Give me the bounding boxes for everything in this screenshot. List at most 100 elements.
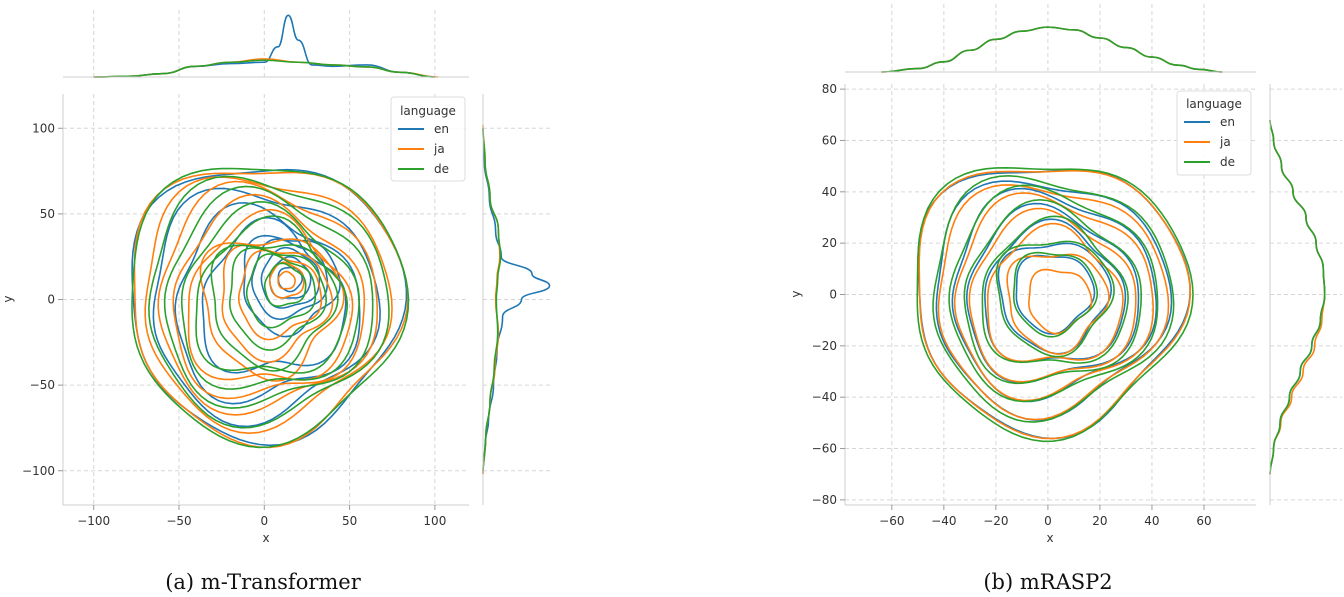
chart-a-contour-ja: [144, 176, 393, 435]
chart-a-legend-label-ja: ja: [433, 142, 445, 156]
chart-b-x-marginal-en: [881, 26, 1223, 73]
chart-b-contour-ja: [953, 192, 1155, 402]
chart-b-contour-en: [997, 242, 1113, 355]
chart-b-y-tick-label: −40: [812, 390, 837, 404]
chart-b-contour-de: [932, 174, 1175, 423]
chart-a-contour-de: [228, 247, 328, 351]
chart-b-contour-de: [916, 166, 1194, 443]
chart-b-legend-box: [1176, 90, 1252, 176]
chart-b-y-tick-label: −60: [812, 442, 837, 456]
chart-a-caption: (a) m-Transformer: [165, 570, 362, 594]
chart-a-x-tick-label: 0: [260, 514, 268, 528]
chart-a-contour-ja: [268, 261, 305, 299]
chart-b-y-tick-label: 40: [822, 185, 837, 199]
chart-a-contour-ja: [277, 270, 296, 290]
chart-b-x-marginal-ja: [881, 26, 1223, 73]
chart-a-contour-ja: [238, 249, 323, 341]
chart-b-x-tick-label: 0: [1044, 514, 1052, 528]
chart-b-y-marginal-en: [1269, 119, 1326, 475]
chart-b-contours: [916, 166, 1194, 443]
chart-a-y-marginal-en: [482, 128, 551, 475]
chart-a: −100 −50 0 50 100 −100 −50 0 50 100 x y language…: [1, 10, 553, 594]
chart-b-top-marginal-grid: [891, 4, 1205, 72]
chart-b-contour-de: [995, 240, 1115, 358]
chart-b-legend-label-en: en: [1220, 115, 1235, 129]
chart-b-x-ticks: −60 −40 −20 0 20 40 60: [879, 505, 1212, 528]
chart-a-legend-title: language: [400, 104, 456, 118]
chart-a-right-marginal-grid: [483, 127, 553, 472]
chart-a-y-tick-label: 50: [40, 207, 55, 221]
chart-b-contour-ja: [1028, 268, 1093, 335]
chart-b-contour-en: [917, 169, 1191, 440]
chart-a-x-tick-label: 100: [423, 514, 446, 528]
chart-a-contour-en: [152, 187, 381, 428]
chart-a-y-tick-label: −50: [30, 378, 55, 392]
chart-b-x-tick-label: 40: [1144, 514, 1159, 528]
chart-b-contour-en: [965, 202, 1140, 384]
chart-b-contour-ja: [1006, 253, 1110, 355]
chart-a-x-tick-label: 50: [342, 514, 357, 528]
chart-b-caption: (b) mRASP2: [983, 570, 1112, 594]
chart-a-right-marginal: [482, 124, 551, 475]
chart-b-contour-ja: [937, 184, 1170, 421]
chart-b-contour-de: [963, 198, 1143, 385]
chart-b: −60 −40 −20 0 20 40 60 −80 −60 −40 −20 0 20 40 60 80 x…: [789, 4, 1342, 594]
chart-a-contour-de: [163, 185, 374, 409]
chart-a-legend: language en ja de: [390, 96, 466, 182]
chart-b-contour-de: [981, 215, 1129, 364]
chart-b-y-tick-label: 0: [829, 288, 837, 302]
chart-a-y-marginal-de: [482, 128, 502, 471]
chart-a-contour-de: [210, 244, 339, 372]
chart-a-legend-box: [390, 96, 466, 182]
chart-b-y-tick-label: −80: [812, 493, 837, 507]
chart-a-contour-en: [260, 246, 321, 309]
chart-b-x-tick-label: −40: [931, 514, 956, 528]
chart-b-x-tick-label: −60: [879, 514, 904, 528]
chart-b-x-tick-label: 20: [1092, 514, 1107, 528]
chart-a-y-tick-label: −100: [22, 464, 55, 478]
chart-b-contour-en: [1015, 254, 1096, 335]
chart-b-x-marginal-de: [881, 26, 1223, 73]
chart-b-top-marginal: [881, 26, 1223, 73]
chart-a-contour-de: [263, 262, 307, 308]
chart-a-legend-label-en: en: [434, 122, 449, 136]
chart-b-contour-en: [984, 218, 1127, 363]
chart-b-x-axis-label: x: [1046, 531, 1053, 545]
chart-b-legend-title: language: [1186, 97, 1242, 111]
chart-a-y-ticks: −100 −50 0 50 100: [22, 121, 63, 478]
chart-b-y-tick-label: 20: [822, 236, 837, 250]
chart-a-x-marginal-de: [93, 59, 435, 78]
chart-a-contour-de: [131, 167, 410, 449]
chart-b-y-marginal-de: [1269, 119, 1326, 475]
chart-a-y-tick-label: 0: [47, 293, 55, 307]
chart-b-contour-de: [1013, 251, 1098, 338]
chart-b-y-tick-label: 80: [822, 82, 837, 96]
chart-b-x-tick-label: −20: [983, 514, 1008, 528]
chart-a-legend-label-de: de: [434, 162, 449, 176]
chart-a-contour-ja: [199, 238, 345, 382]
chart-a-contour-de: [180, 201, 360, 390]
chart-a-y-tick-label: 100: [32, 121, 55, 135]
chart-a-top-marginal: [93, 14, 439, 78]
chart-a-contour-ja: [172, 193, 366, 400]
chart-b-y-tick-label: 60: [822, 133, 837, 147]
chart-b-contour-ja: [918, 170, 1192, 440]
chart-a-x-tick-label: −50: [166, 514, 191, 528]
chart-b-contour-de: [948, 184, 1159, 403]
chart-a-contour-ja: [221, 243, 334, 363]
chart-b-right-marginal: [1269, 119, 1326, 475]
chart-a-y-axis-label: y: [1, 295, 15, 302]
chart-b-legend: language en ja de: [1176, 90, 1252, 176]
chart-a-x-ticks: −100 −50 0 50 100: [77, 505, 446, 528]
chart-b-legend-label-ja: ja: [1219, 135, 1231, 149]
chart-b-right-marginal-grid: [1270, 88, 1342, 501]
chart-a-x-tick-label: −100: [77, 514, 110, 528]
chart-b-x-tick-label: 60: [1196, 514, 1211, 528]
chart-a-contours: [131, 167, 410, 449]
chart-a-contour-ja: [187, 208, 354, 381]
chart-b-y-marginal-ja: [1269, 119, 1326, 475]
chart-a-contour-de: [148, 175, 390, 429]
chart-b-y-tick-label: −20: [812, 339, 837, 353]
chart-b-y-axis-label: y: [789, 290, 803, 297]
